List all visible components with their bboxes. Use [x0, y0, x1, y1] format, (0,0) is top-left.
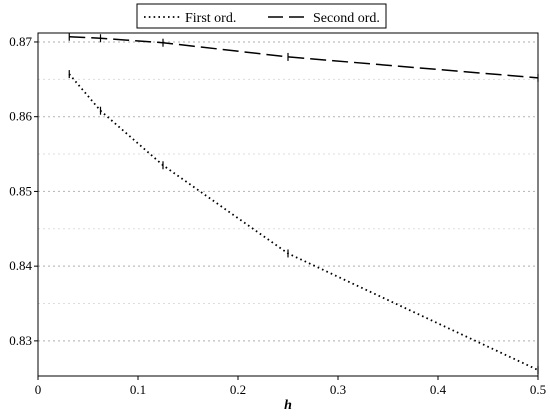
legend-box — [136, 3, 387, 29]
legend-label-1: First ord. — [185, 11, 236, 26]
legend-label-2: Second ord. — [313, 11, 380, 26]
y-tick-label: 0.84 — [9, 258, 32, 273]
plot-frame — [37, 32, 539, 377]
x-tick-label: 0 — [35, 382, 42, 397]
y-tick-label: 0.83 — [9, 333, 32, 348]
x-tick-label: 0.4 — [430, 382, 447, 397]
series-line-2 — [69, 35, 539, 79]
y-tick-label: 0.87 — [9, 34, 32, 49]
legend: First ord. Second ord. — [136, 3, 387, 29]
series-line-1 — [68, 73, 539, 371]
y-tick-label: 0.86 — [9, 109, 32, 124]
x-tick-label: 0.1 — [130, 382, 146, 397]
y-tick-label: 0.85 — [9, 183, 32, 198]
x-axis-label: h — [284, 398, 292, 413]
axis-ticks: 0.83 0.84 0.85 0.86 0.87 0 0.1 0.2 0.3 0.4 0.5 — [9, 34, 546, 397]
x-tick-label: 0.3 — [330, 382, 346, 397]
grid-lines — [38, 41, 538, 342]
series-layer — [68, 32, 539, 375]
x-tick-label: 0.5 — [530, 382, 546, 397]
x-tick-label: 0.2 — [230, 382, 246, 397]
